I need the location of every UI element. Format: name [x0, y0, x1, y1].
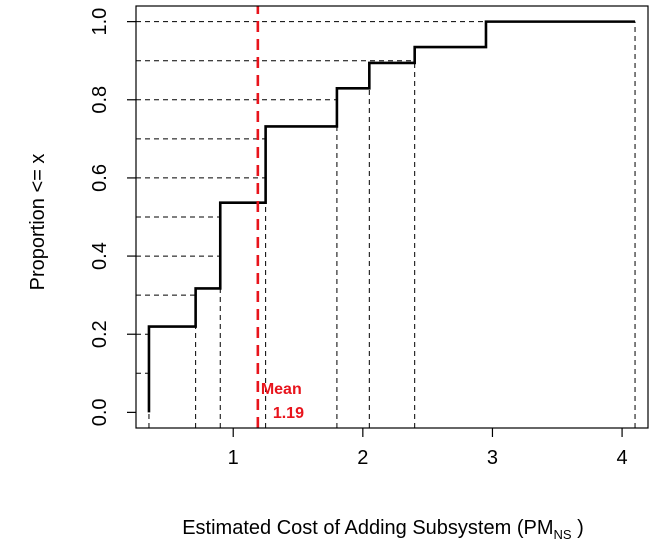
y-tick-label-1: 0.2 [89, 320, 111, 348]
mean-value-label: 1.19 [273, 405, 304, 422]
x-axis-label: Estimated Cost of Adding Subsystem (PMNS… [182, 517, 584, 542]
x-tick-label-1: 2 [357, 447, 368, 469]
y-tick-label-5: 1.0 [89, 8, 111, 36]
cdf-step-line [147, 20, 636, 413]
y-tick-label-0: 0.0 [89, 398, 111, 426]
y-axis-label: Proportion <= x [27, 154, 49, 291]
mean-label: Mean [261, 381, 302, 398]
reference-lines [136, 21, 636, 428]
x-axis-label-main: Estimated Cost of Adding Subsystem (PM [182, 517, 553, 539]
x-axis-label-subscript: NS [554, 527, 572, 542]
axes: 1 2 3 4 0.0 0.2 0.4 0.6 0.8 1.0 [89, 5, 649, 469]
step-series [147, 20, 636, 413]
x-axis-label-suffix: ) [572, 517, 584, 539]
x-tick-label-2: 3 [487, 447, 498, 469]
x-tick-label-0: 1 [228, 447, 239, 469]
y-tick-label-4: 0.8 [89, 86, 111, 114]
y-tick-label-2: 0.4 [89, 242, 111, 270]
mean-marker: Mean 1.19 [256, 6, 304, 428]
plot-frame [135, 5, 649, 429]
y-tick-label-3: 0.6 [89, 164, 111, 192]
x-tick-label-3: 4 [617, 447, 628, 469]
